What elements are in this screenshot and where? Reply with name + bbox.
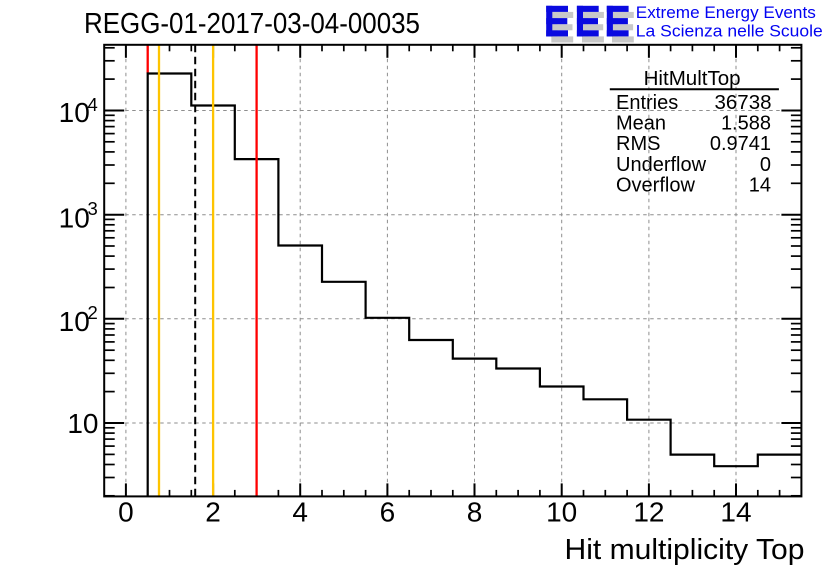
svg-text:0: 0 bbox=[118, 497, 134, 528]
svg-text:1.588: 1.588 bbox=[721, 113, 771, 135]
svg-text:3: 3 bbox=[88, 198, 98, 219]
svg-text:Entries: Entries bbox=[616, 92, 678, 114]
svg-text:4: 4 bbox=[88, 94, 98, 115]
svg-text:Extreme Energy Events: Extreme Energy Events bbox=[636, 3, 816, 22]
svg-text:14: 14 bbox=[749, 174, 771, 196]
svg-text:10: 10 bbox=[59, 202, 90, 233]
svg-text:14: 14 bbox=[720, 497, 751, 528]
svg-text:10: 10 bbox=[546, 497, 577, 528]
svg-text:10: 10 bbox=[59, 306, 90, 337]
svg-text:0: 0 bbox=[760, 154, 771, 176]
svg-text:12: 12 bbox=[633, 497, 664, 528]
svg-text:10: 10 bbox=[59, 97, 90, 128]
svg-text:36738: 36738 bbox=[715, 92, 772, 114]
svg-text:4: 4 bbox=[292, 497, 308, 528]
svg-text:HitMultTop: HitMultTop bbox=[644, 68, 741, 90]
svg-text:8: 8 bbox=[467, 497, 483, 528]
svg-text:Mean: Mean bbox=[616, 113, 666, 135]
svg-text:RMS: RMS bbox=[616, 133, 660, 155]
svg-text:10: 10 bbox=[67, 408, 98, 439]
svg-text:2: 2 bbox=[88, 302, 98, 323]
svg-text:6: 6 bbox=[380, 497, 396, 528]
svg-text:2: 2 bbox=[205, 497, 221, 528]
svg-text:Hit multiplicity Top: Hit multiplicity Top bbox=[565, 534, 805, 566]
svg-text:0.9741: 0.9741 bbox=[710, 133, 771, 155]
svg-text:Underflow: Underflow bbox=[616, 154, 707, 176]
svg-text:REGG-01-2017-03-04-00035: REGG-01-2017-03-04-00035 bbox=[84, 8, 420, 40]
svg-text:La Scienza nelle Scuole: La Scienza nelle Scuole bbox=[636, 21, 823, 40]
svg-text:Overflow: Overflow bbox=[616, 174, 695, 196]
